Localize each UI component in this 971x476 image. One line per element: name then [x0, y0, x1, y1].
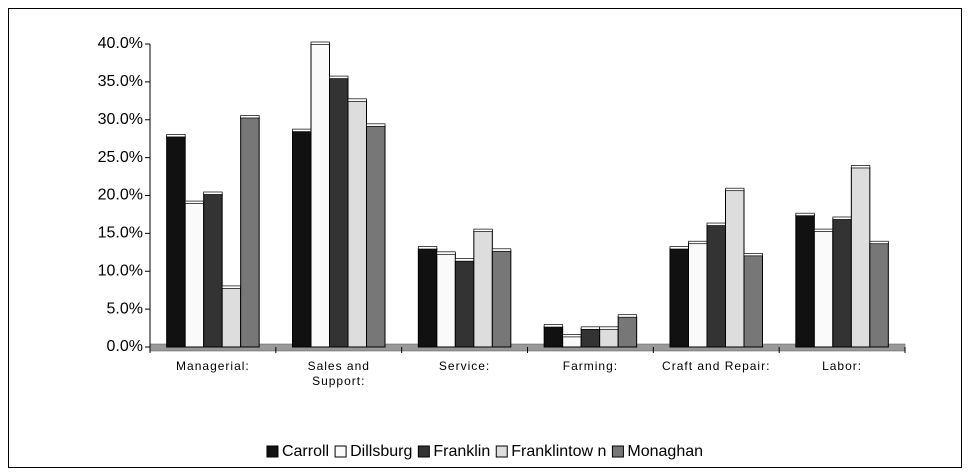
- bar-top: [688, 240, 708, 245]
- y-tick-label: 25.0%: [98, 149, 143, 166]
- bar-top: [743, 252, 763, 257]
- x-tick-label: Labor:: [822, 359, 863, 373]
- x-tick-label: Managerial:: [176, 359, 250, 373]
- legend-swatch: [495, 445, 508, 458]
- y-tick-label: 30.0%: [98, 111, 143, 128]
- bar-top: [795, 212, 815, 217]
- bar: [543, 326, 564, 348]
- legend-label: Franklintow n: [511, 443, 606, 460]
- bar: [832, 218, 852, 348]
- bar: [813, 230, 834, 348]
- bar: [599, 328, 619, 348]
- bar: [743, 254, 763, 348]
- bar: [706, 224, 726, 348]
- bar-top: [669, 246, 689, 250]
- bar-top: [310, 41, 330, 45]
- bar: [292, 130, 312, 348]
- bar: [347, 100, 367, 348]
- bar-top: [580, 326, 601, 330]
- bar-top: [617, 314, 638, 318]
- bar: [491, 250, 512, 348]
- legend-swatch: [334, 445, 347, 458]
- bar: [688, 242, 708, 348]
- bar: [795, 214, 815, 348]
- bar-top: [869, 240, 889, 245]
- y-tick-label: 15.0%: [98, 225, 143, 242]
- legend-swatch: [266, 445, 279, 458]
- bar: [436, 253, 456, 348]
- bar-top: [166, 134, 186, 138]
- bar-top: [417, 246, 438, 250]
- legend-swatch: [611, 445, 624, 458]
- bar-top: [347, 98, 367, 102]
- bar: [869, 242, 889, 348]
- bar: [203, 193, 223, 348]
- x-tick-label: Service:: [438, 359, 491, 373]
- bar-top: [329, 75, 349, 79]
- bar: [310, 43, 330, 348]
- legend-label: Carroll: [282, 443, 329, 460]
- bar: [725, 189, 745, 348]
- bar: [850, 166, 871, 348]
- bar: [473, 230, 493, 348]
- bar-top: [832, 216, 852, 220]
- y-tick-label: 40.0%: [98, 35, 143, 52]
- bar-top: [850, 165, 871, 169]
- bar: [366, 125, 386, 348]
- bar-top: [240, 115, 260, 119]
- bar: [417, 248, 438, 348]
- bar: [240, 116, 260, 348]
- y-tick-label: 35.0%: [98, 73, 143, 90]
- y-tick-label: 20.0%: [98, 187, 143, 204]
- bar: [166, 135, 186, 348]
- legend-label: Franklin: [433, 443, 490, 460]
- bar-top: [725, 187, 745, 192]
- y-tick-label: 5.0%: [107, 300, 143, 317]
- legend-label: Dillsburg: [350, 443, 412, 460]
- bar-top: [813, 228, 834, 232]
- x-tick-label: Craft and Repair:: [662, 359, 771, 373]
- bar: [454, 260, 475, 348]
- bar-top: [454, 258, 475, 262]
- bar: [562, 335, 582, 348]
- bar-top: [706, 222, 726, 226]
- bar-top: [543, 324, 564, 328]
- bar: [617, 316, 638, 348]
- x-tick-label: Farming:: [562, 359, 619, 373]
- bar-top: [184, 200, 205, 204]
- bar: [184, 202, 205, 348]
- bar: [669, 248, 689, 348]
- bar-top: [473, 228, 493, 232]
- bar-top: [599, 326, 619, 330]
- legend-swatch: [417, 445, 430, 458]
- bar-top: [292, 128, 312, 132]
- bar-top: [366, 123, 386, 127]
- y-tick-label: 10.0%: [98, 262, 143, 279]
- bar-top: [562, 334, 582, 338]
- x-tick-label: Sales and Support:: [307, 359, 370, 388]
- bar-top: [436, 251, 456, 255]
- bar-top: [221, 285, 242, 289]
- legend-label: Monaghan: [627, 443, 703, 460]
- y-tick-label: 0.0%: [107, 338, 143, 355]
- bar: [580, 328, 601, 348]
- bar: [221, 287, 242, 348]
- bar-top: [491, 248, 512, 252]
- bar-top: [203, 191, 223, 195]
- bar: [329, 77, 349, 348]
